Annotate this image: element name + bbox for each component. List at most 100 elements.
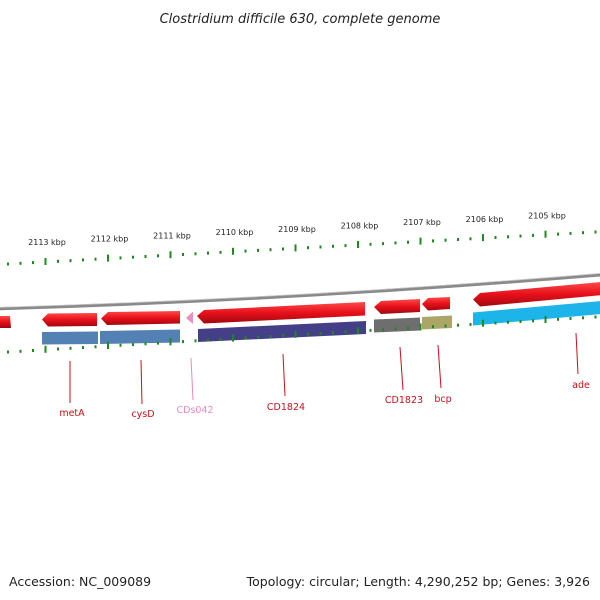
ruler-tick xyxy=(344,244,347,248)
leader-line-CDs042 xyxy=(190,357,194,401)
ruler-tick xyxy=(132,343,134,347)
ruler-tick xyxy=(319,245,322,249)
gene-feature-CD1823[interactable] xyxy=(374,317,420,333)
ruler-tick xyxy=(157,254,159,258)
ruler-tick xyxy=(232,334,234,342)
ruler-tick xyxy=(257,248,259,252)
ruler-tick xyxy=(282,334,284,338)
ruler-tick xyxy=(119,343,122,347)
ruler-tick xyxy=(69,346,72,350)
ruler-tick xyxy=(144,342,147,346)
ruler-tick xyxy=(432,325,434,329)
forward-strand-features xyxy=(0,282,600,328)
ruler-tick xyxy=(557,317,559,321)
genome-backbone xyxy=(0,273,600,311)
ruler-tick xyxy=(207,338,209,342)
ruler-tick xyxy=(119,256,122,260)
genome-summary-text: Topology: circular; Length: 4,290,252 bp… xyxy=(246,574,590,589)
ruler-tick xyxy=(569,231,572,235)
ruler-tick xyxy=(594,315,597,319)
forward-feature[interactable] xyxy=(374,299,420,314)
genome-backbone-highlight xyxy=(0,273,600,308)
ruler-tick xyxy=(107,342,109,349)
ruler-tick xyxy=(557,232,559,236)
gene-feature-ade[interactable] xyxy=(473,301,600,326)
leader-line-cysD xyxy=(140,359,143,405)
accession-text: Accession: NC_009089 xyxy=(9,574,151,589)
ruler-tick xyxy=(419,237,422,245)
ruler-tick xyxy=(207,251,209,255)
ruler-tick xyxy=(419,323,422,331)
ruler-label: 2106 kbp xyxy=(466,215,504,224)
forward-feature[interactable] xyxy=(422,297,450,311)
ruler-tick xyxy=(194,252,197,256)
gene-feature-CDs042[interactable] xyxy=(186,311,193,325)
ruler-tick xyxy=(369,242,372,246)
gene-label-ade[interactable]: ade xyxy=(572,380,590,391)
forward-feature[interactable] xyxy=(197,302,365,324)
ruler-tick xyxy=(69,259,72,263)
ruler-tick xyxy=(219,337,222,341)
ruler-tick xyxy=(44,258,47,265)
ruler-tick xyxy=(369,328,372,332)
ruler-tick xyxy=(82,258,84,262)
ruler-tick xyxy=(257,335,259,339)
ruler-tick xyxy=(269,248,272,252)
gene-feature-cysD[interactable] xyxy=(100,329,180,345)
ruler-tick xyxy=(332,244,334,248)
ruler-tick xyxy=(269,334,272,338)
ruler-tick xyxy=(407,326,409,330)
ruler-tick xyxy=(482,319,484,327)
gene-feature-bcp[interactable] xyxy=(422,315,452,330)
ruler-label: 2107 kbp xyxy=(403,218,441,227)
ruler-tick xyxy=(19,349,22,353)
ruler-tick xyxy=(307,246,309,250)
gene-label-CDs042[interactable]: CDs042 xyxy=(176,405,213,416)
forward-feature[interactable] xyxy=(473,282,600,307)
gene-label-bcp[interactable]: bcp xyxy=(434,394,451,405)
leader-line-ade xyxy=(575,332,579,375)
ruler-tick xyxy=(82,346,84,349)
gene-labels: metA cysD CDs042 CD1824 CD1823 bcp ade xyxy=(59,332,590,420)
forward-feature[interactable] xyxy=(0,316,11,328)
ruler-tick xyxy=(57,347,59,351)
ruler-tick xyxy=(157,341,159,345)
ruler-tick xyxy=(244,249,247,253)
ruler-tick xyxy=(282,247,284,251)
ruler-tick xyxy=(394,241,397,245)
gene-label-CD1823[interactable]: CD1823 xyxy=(385,395,423,406)
ruler-tick xyxy=(7,350,9,354)
ruler-tick xyxy=(382,242,384,246)
leader-line-CD1824 xyxy=(282,353,286,397)
forward-feature[interactable] xyxy=(101,311,180,325)
ruler-tick xyxy=(469,237,472,241)
ruler-tick xyxy=(94,257,97,261)
ruler-tick xyxy=(182,253,184,256)
ruler-tick xyxy=(44,345,47,353)
gene-feature-CD1824[interactable] xyxy=(198,321,366,342)
gene-label-cysD[interactable]: cysD xyxy=(131,409,154,420)
ruler-tick xyxy=(344,330,347,334)
forward-feature[interactable] xyxy=(42,313,97,327)
ruler-lower xyxy=(7,315,597,354)
ruler-tick xyxy=(582,316,584,320)
ruler-label: 2112 kbp xyxy=(91,235,129,244)
ruler-tick xyxy=(357,327,359,335)
ruler-tick xyxy=(244,336,247,340)
gene-label-CD1824[interactable]: CD1824 xyxy=(267,402,305,413)
leader-line-bcp xyxy=(437,344,442,389)
ruler-label: 2109 kbp xyxy=(278,225,316,234)
ruler-tick xyxy=(32,261,34,265)
ruler-tick xyxy=(457,238,459,241)
ruler-tick xyxy=(457,323,459,327)
gene-label-metA[interactable]: metA xyxy=(59,408,85,419)
ruler-tick xyxy=(32,349,34,352)
ruler-tick xyxy=(407,240,409,244)
gene-feature-metA[interactable] xyxy=(42,331,98,345)
ruler-tick xyxy=(332,331,334,335)
ruler-tick xyxy=(94,345,97,349)
ruler-tick xyxy=(482,234,484,242)
ruler-tick xyxy=(594,230,597,234)
ruler-tick xyxy=(507,235,509,239)
